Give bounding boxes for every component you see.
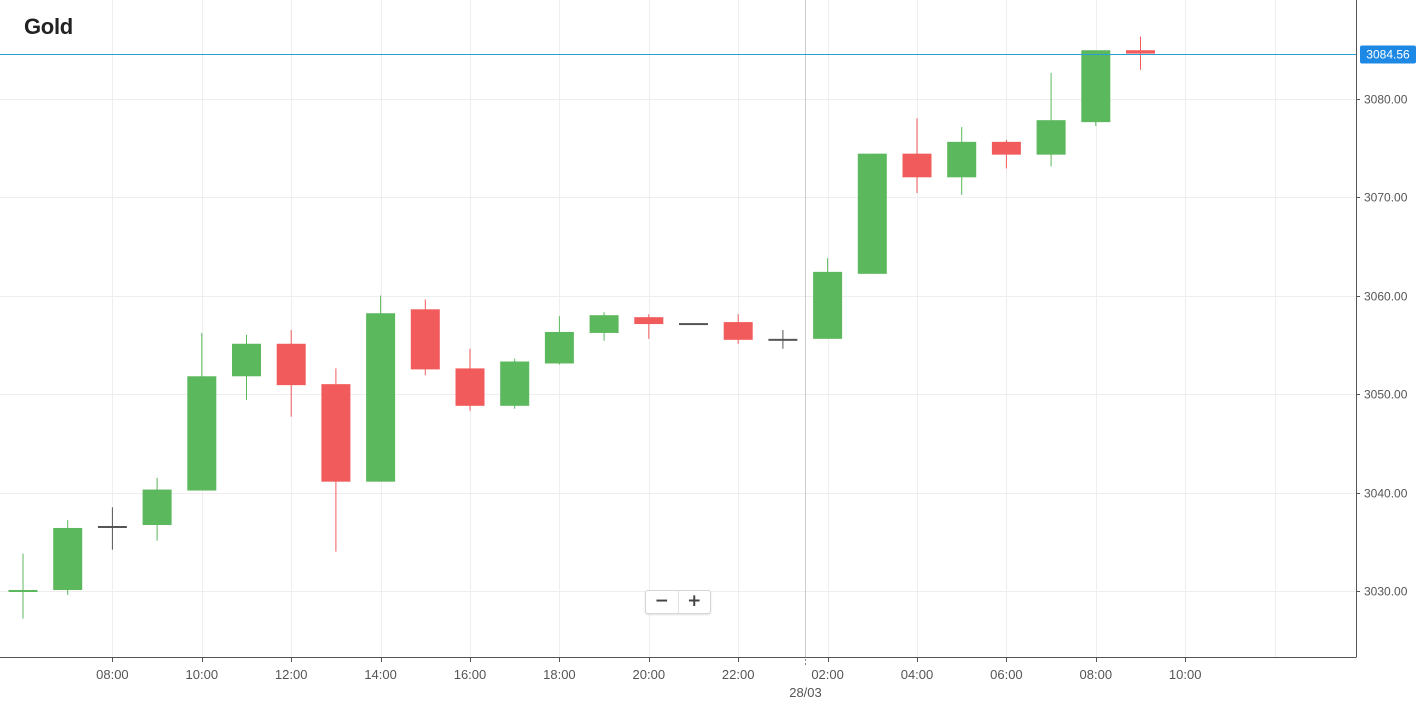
current-price-label: 3084.56 [1366, 48, 1410, 62]
candle-body[interactable] [723, 322, 753, 340]
candle-body[interactable] [455, 368, 485, 406]
x-tick-label: 18:00 [543, 667, 576, 682]
y-tick-label: 3060.00 [1364, 290, 1408, 304]
x-tick-label: 10:00 [1169, 667, 1202, 682]
candle-body[interactable] [500, 361, 530, 406]
candle-body[interactable] [232, 343, 261, 377]
x-tick-label: 06:00 [990, 667, 1023, 682]
candle-body[interactable] [53, 527, 83, 591]
x-tick-label: 16:00 [454, 667, 487, 682]
x-tick-label: 04:00 [901, 667, 934, 682]
candle-body[interactable] [902, 153, 932, 178]
candle-body[interactable] [857, 153, 887, 274]
candle-body[interactable] [97, 525, 127, 528]
candle-body[interactable] [991, 141, 1021, 155]
candle-body[interactable] [321, 384, 351, 482]
x-tick-label: 08:00 [96, 667, 129, 682]
candle-body[interactable] [1081, 50, 1111, 123]
candle-body[interactable] [366, 313, 396, 482]
y-tick-label: 3040.00 [1364, 487, 1408, 501]
zoom-control: − + [645, 590, 711, 614]
y-tick-label: 3080.00 [1364, 93, 1408, 107]
current-price-badge [1360, 45, 1416, 64]
candle-body[interactable] [8, 590, 38, 593]
candle-body[interactable] [142, 489, 172, 526]
candle-body[interactable] [589, 315, 619, 333]
y-tick-label: 3050.00 [1364, 388, 1408, 402]
y-tick-label: 3070.00 [1364, 191, 1408, 205]
candle-body[interactable] [679, 323, 708, 326]
x-tick-label: 20:00 [633, 667, 666, 682]
candle-body[interactable] [1126, 50, 1155, 54]
candle-body[interactable] [768, 338, 798, 341]
y-tick-label: 3030.00 [1364, 585, 1408, 599]
candle-body[interactable] [634, 317, 664, 325]
candle-body[interactable] [544, 331, 574, 364]
x-tick-label: 02:00 [811, 667, 844, 682]
x-tick-label: 10:00 [186, 667, 219, 682]
candle-body[interactable] [410, 309, 440, 370]
zoom-in-button[interactable]: + [677, 591, 711, 613]
candle-body[interactable] [947, 141, 977, 178]
x-tick-label: 08:00 [1080, 667, 1113, 682]
x-tick-label: 22:00 [722, 667, 755, 682]
x-date-label: 28/03 [789, 685, 822, 700]
candle-body[interactable] [187, 376, 217, 491]
candle-body[interactable] [813, 271, 843, 339]
x-tick-label: 14:00 [364, 667, 397, 682]
chart-title: Gold [24, 14, 73, 39]
candle-body[interactable] [1036, 120, 1066, 155]
x-tick-label: 12:00 [275, 667, 308, 682]
zoom-out-button[interactable]: − [654, 591, 669, 611]
candle-body[interactable] [276, 343, 306, 386]
